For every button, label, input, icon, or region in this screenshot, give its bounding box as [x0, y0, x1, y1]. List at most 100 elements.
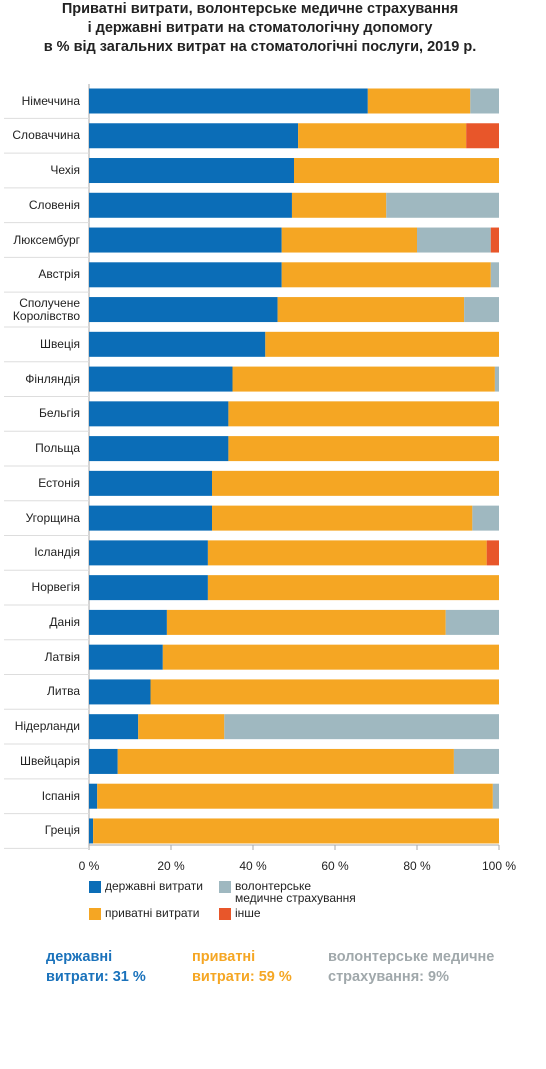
y-tick-label-box: Сполучене Королівство — [12, 295, 80, 323]
bar-segment — [228, 401, 499, 427]
legend-label: волонтерське медичне страхування — [235, 880, 356, 905]
bar-segment — [464, 297, 499, 323]
bar-segment — [89, 401, 229, 427]
bar-segment — [89, 714, 139, 740]
bar-segment — [89, 748, 118, 774]
summary-text: державні — [46, 949, 112, 965]
bar-segment — [453, 748, 499, 774]
bar-segment — [445, 609, 499, 635]
bar-segment — [224, 714, 500, 740]
bar-segment — [490, 262, 499, 288]
x-tick-label: 20 % — [157, 859, 185, 873]
bar-segment — [89, 262, 282, 288]
legend-label-box: волонтерське медичне страхування — [235, 880, 356, 905]
bar-segment — [298, 123, 467, 149]
bar-segment — [417, 227, 491, 253]
legend-swatch — [219, 881, 231, 893]
bar-segment — [228, 436, 499, 462]
legend-swatch — [89, 908, 101, 920]
y-tick-label: Ісландія — [34, 545, 80, 560]
legend-label: приватні витрати — [105, 907, 200, 920]
bar-segment — [138, 714, 225, 740]
y-tick-label: Греція — [44, 823, 80, 838]
x-tick-label: 60 % — [321, 859, 349, 873]
legend-swatch — [219, 908, 231, 920]
bar-segment — [89, 158, 294, 184]
y-tick-label: Польща — [35, 441, 80, 456]
bar-segment — [150, 679, 499, 705]
y-tick-label-box: Данія — [49, 614, 80, 629]
x-tick-label: 40 % — [239, 859, 267, 873]
bar-segment — [89, 88, 368, 114]
y-tick-label: Фінляндія — [25, 371, 80, 386]
bar-segment — [89, 575, 208, 601]
bar-segment — [281, 227, 417, 253]
bar-segment — [207, 575, 499, 601]
bar-segment — [89, 192, 292, 218]
y-tick-label-box: Словаччина — [12, 128, 80, 143]
bar-segment — [212, 470, 499, 496]
y-tick-label: Австрія — [38, 267, 80, 282]
y-tick-label-box: Чехія — [50, 164, 80, 177]
y-tick-label-box: Латвія — [44, 649, 80, 664]
bar-segment — [486, 540, 499, 566]
legend-label-box: приватні витрати — [105, 907, 200, 920]
y-tick-label-box: Угорщина — [26, 511, 80, 524]
legend-label: державні витрати — [105, 880, 203, 893]
y-tick-label-box: Ісландія — [34, 545, 80, 560]
bar-segment — [277, 297, 465, 323]
summary-text: приватні — [192, 949, 255, 965]
legend-label-box: державні витрати — [105, 880, 203, 893]
bar-segment — [89, 123, 299, 149]
summary-text: страхування: 9% — [328, 969, 449, 985]
bar-segment — [117, 748, 454, 774]
summary-text: витрати: 31 % — [46, 969, 146, 985]
y-tick-label-box: Естонія — [38, 475, 80, 490]
bar-segment — [93, 818, 499, 844]
y-tick-label-box: Польща — [35, 441, 80, 456]
y-tick-label: Словенія — [28, 197, 80, 212]
bar-segment — [470, 88, 499, 114]
bar-segment — [162, 644, 500, 670]
bar-segment — [294, 158, 499, 184]
bar-segment — [232, 366, 495, 392]
legend-label-box: інше — [235, 907, 261, 920]
y-tick-label: Данія — [49, 614, 80, 629]
bar-segment — [281, 262, 491, 288]
chart-title: Приватні витрати, волонтерське медичне с… — [62, 1, 458, 17]
y-tick-label: Швеція — [40, 336, 80, 351]
x-tick-label: 100 % — [482, 859, 516, 873]
bar-segment — [472, 505, 499, 531]
bar-segment — [89, 540, 208, 566]
summary-text: витрати: 59 % — [192, 969, 292, 985]
bar-segment — [166, 609, 446, 635]
y-tick-label-box: Греція — [44, 823, 80, 838]
y-tick-label: Нідерланди — [14, 719, 80, 734]
y-tick-label: Латвія — [44, 649, 80, 664]
y-tick-label: Німеччина — [21, 93, 80, 108]
y-tick-label: Швейцарія — [20, 753, 80, 768]
y-tick-label: Естонія — [38, 475, 80, 490]
y-tick-label-box: Іспанія — [41, 788, 80, 803]
bar-segment — [291, 192, 387, 218]
y-tick-label: Сполучене Королівство — [12, 295, 80, 323]
bar-segment — [89, 366, 233, 392]
y-tick-label: Бельгія — [39, 406, 80, 421]
y-tick-label: Норвегія — [31, 580, 80, 595]
bar-segment — [386, 192, 499, 218]
y-tick-label: Словаччина — [12, 128, 80, 143]
y-tick-label-box: Нідерланди — [14, 719, 80, 734]
bar-segment — [97, 783, 493, 809]
y-tick-label-box: Швейцарія — [20, 753, 80, 768]
y-tick-label-box: Фінляндія — [25, 371, 80, 386]
legend-label: інше — [235, 907, 261, 920]
legend-swatch — [89, 881, 101, 893]
summary-text: волонтерське медичне — [328, 949, 494, 965]
y-tick-label: Іспанія — [41, 788, 80, 803]
y-tick-label-box: Словенія — [28, 197, 80, 212]
bar-segment — [490, 227, 499, 253]
bar-segment — [466, 123, 499, 149]
bar-segment — [265, 331, 499, 357]
bar-segment — [89, 783, 98, 809]
bar-segment — [89, 609, 167, 635]
